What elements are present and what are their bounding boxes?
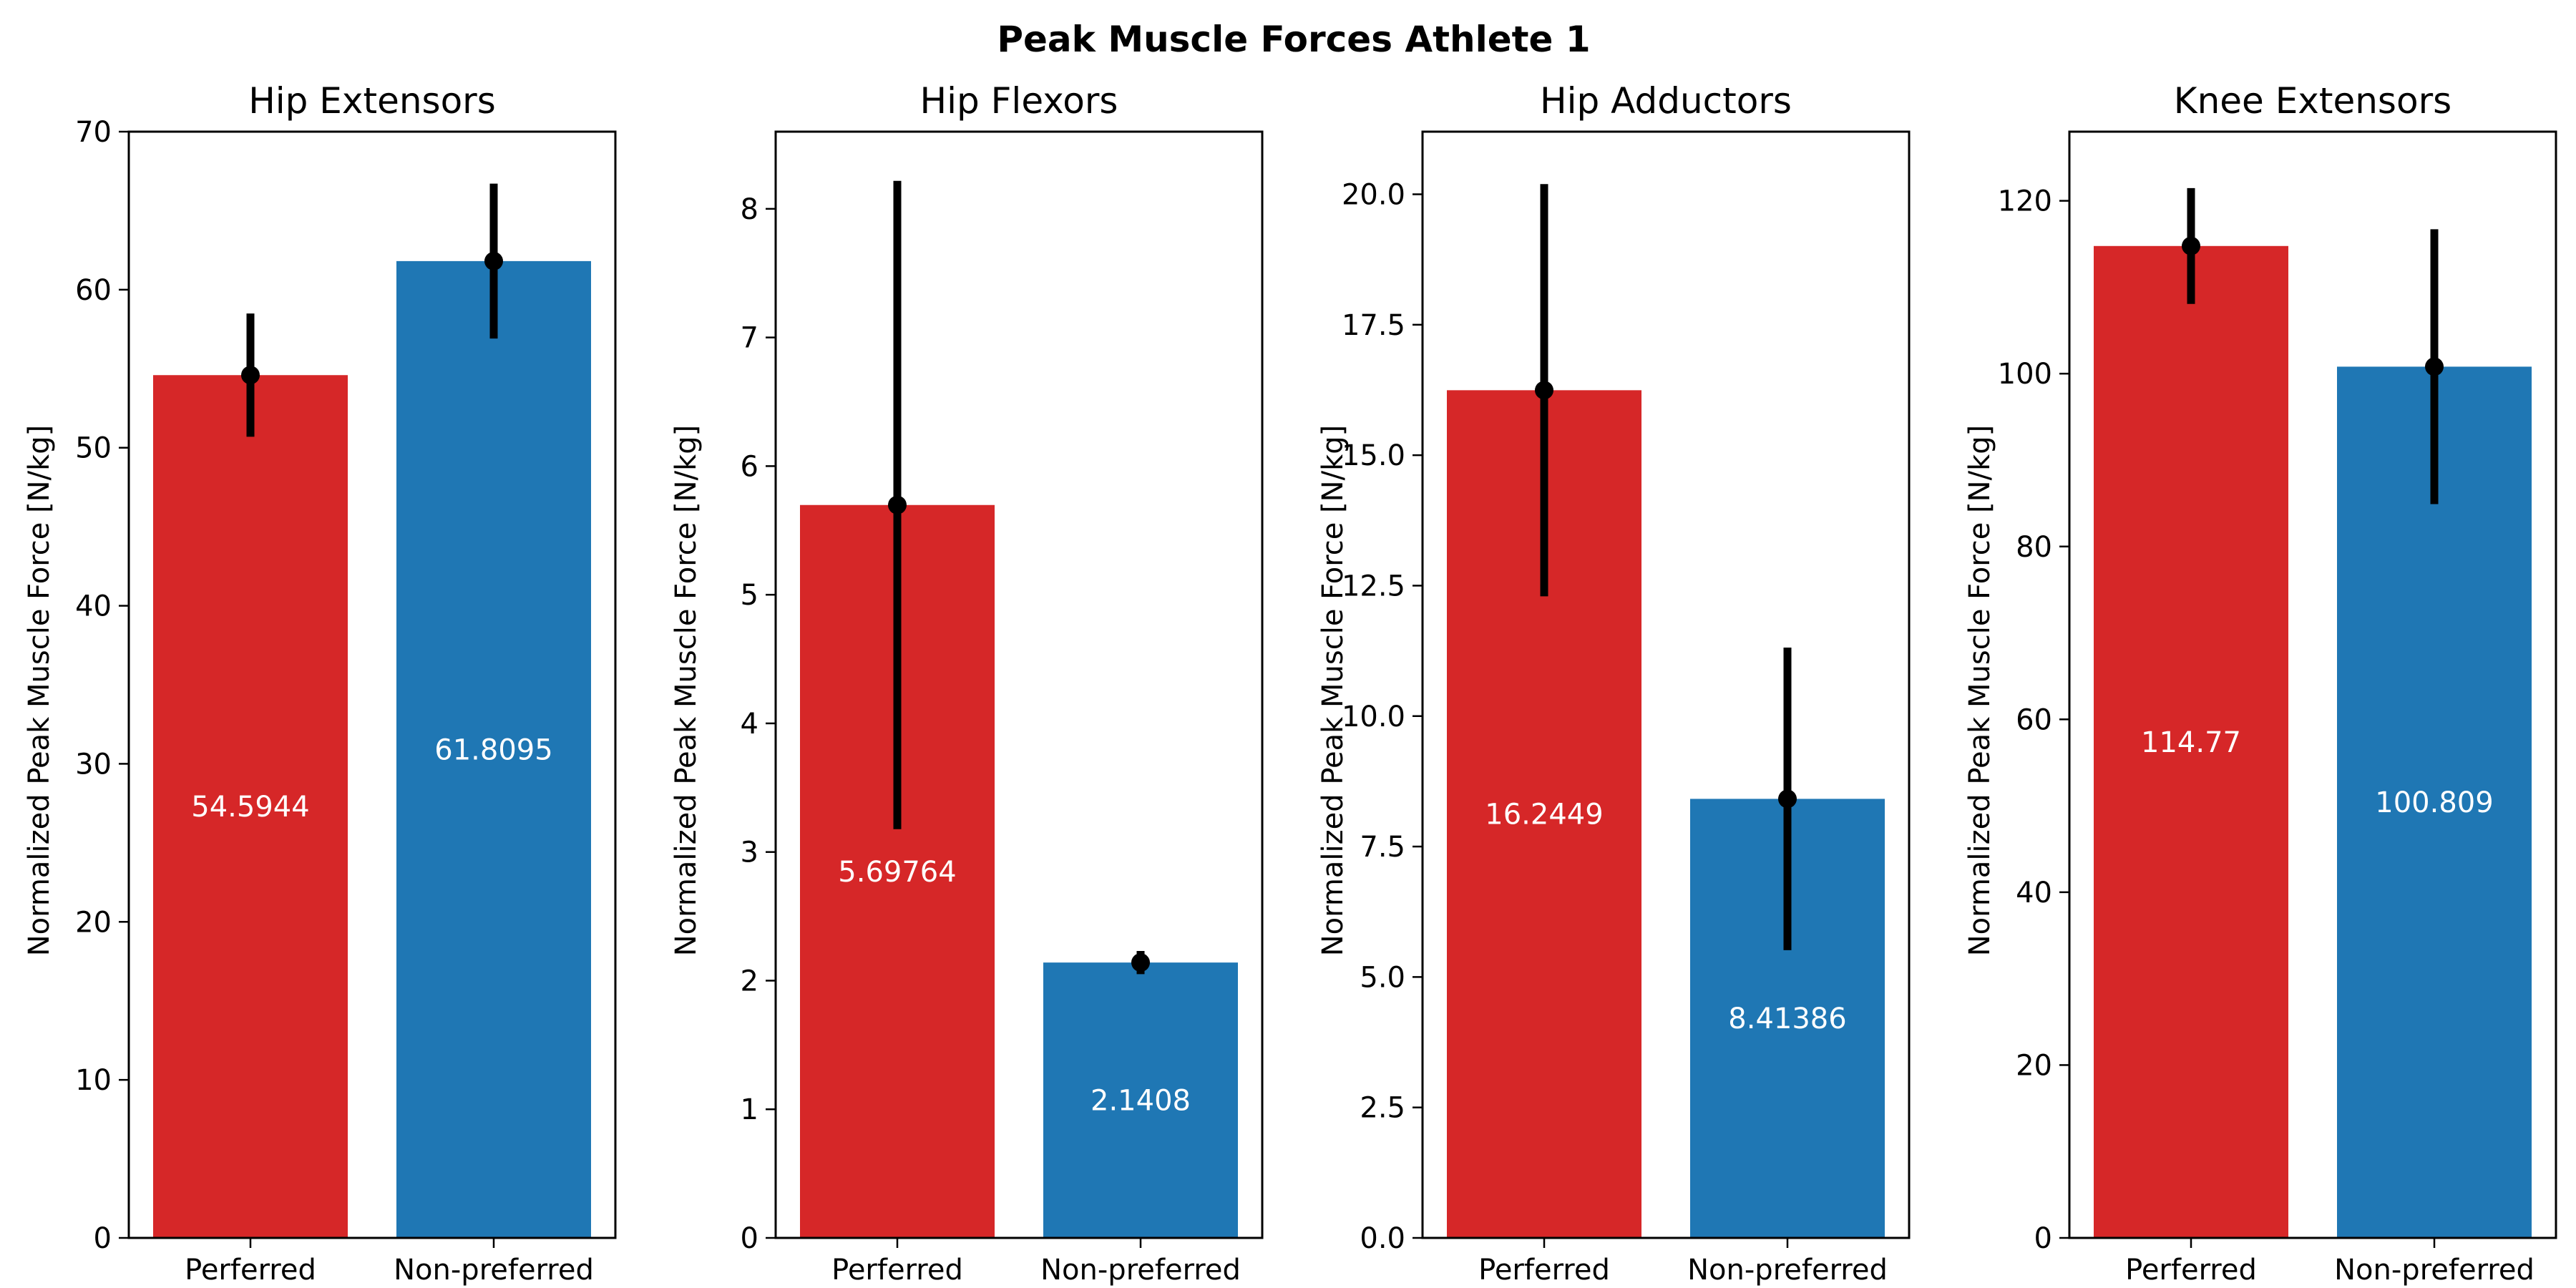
bar-non-preferred xyxy=(396,260,591,1238)
figure-title: Peak Muscle Forces Athlete 1 xyxy=(997,19,1590,60)
y-axis-label: Normalized Peak Muscle Force [N/kg] xyxy=(1963,425,1996,956)
y-tick-label: 40 xyxy=(2016,877,2052,909)
subplot-grid: Hip Extensors54.594461.80950102030405060… xyxy=(23,80,2557,1287)
bar-preferred xyxy=(2094,245,2288,1238)
bar-preferred xyxy=(153,375,348,1238)
bar-value-label: 2.1408 xyxy=(1091,1085,1191,1118)
y-axis-label: Normalized Peak Muscle Force [N/kg] xyxy=(670,425,703,956)
y-tick-label: 20 xyxy=(75,906,112,939)
mean-marker xyxy=(241,366,260,385)
bar-non-preferred xyxy=(1043,962,1238,1238)
subplot-title: Hip Extensors xyxy=(248,80,496,122)
y-axis-label: Normalized Peak Muscle Force [N/kg] xyxy=(1317,425,1350,956)
bar-value-label: 100.809 xyxy=(2375,786,2493,819)
y-tick-label: 5.0 xyxy=(1360,961,1405,994)
subplot-4: Knee Extensors 114.77 100.809 0 20 40 60 80 100 1… xyxy=(1963,80,2557,1287)
y-tick-label: 70 xyxy=(75,116,112,149)
y-tick-label: 12.5 xyxy=(1342,570,1405,602)
bar-value-label: 114.77 xyxy=(2141,726,2241,759)
axes-frame xyxy=(2068,130,2557,1239)
x-tick-label: Perferred xyxy=(831,1254,963,1287)
subplot-title: Knee Extensors xyxy=(2174,80,2451,122)
y-tick-label: 2.5 xyxy=(1360,1092,1405,1125)
mean-marker xyxy=(484,251,503,270)
y-tick-label: 8 xyxy=(741,193,758,226)
y-tick-label: 5 xyxy=(741,579,758,612)
y-tick-label: 60 xyxy=(75,274,112,307)
y-tick-label: 0 xyxy=(2034,1222,2052,1255)
x-tick-label: Perferred xyxy=(1478,1254,1610,1287)
y-tick-label: 20.0 xyxy=(1342,179,1405,212)
x-tick-label: Non-preferred xyxy=(1687,1254,1888,1287)
y-tick-label: 100 xyxy=(1998,358,2052,391)
subplot-3: Hip Adductors 16.2449 8.41386 0.0 2.5 5.0 7.5 1… xyxy=(1317,80,1911,1287)
mean-marker xyxy=(2425,357,2444,376)
y-tick-label: 0.0 xyxy=(1360,1222,1405,1255)
x-tick-label: Non-preferred xyxy=(2334,1254,2534,1287)
y-tick-label: 40 xyxy=(75,590,112,623)
bar-value-label: 8.41386 xyxy=(1728,1002,1846,1035)
y-tick-label: 60 xyxy=(2016,703,2052,736)
y-tick-label: 50 xyxy=(75,432,112,465)
y-tick-label: 80 xyxy=(2016,531,2052,564)
y-tick-label: 20 xyxy=(2016,1049,2052,1082)
subplot-1: Hip Extensors 54.5944 61.8095 0 10 20 30 40 50 60… xyxy=(23,80,617,1287)
x-tick-label: Perferred xyxy=(2125,1254,2257,1287)
subplot-title: Hip Flexors xyxy=(920,80,1118,122)
y-tick-label: 10 xyxy=(75,1064,112,1097)
y-tick-label: 15.0 xyxy=(1342,439,1405,472)
y-tick-label: 1 xyxy=(741,1093,758,1126)
x-tick-label: Non-preferred xyxy=(1040,1254,1241,1287)
y-tick-label: 0 xyxy=(741,1222,758,1255)
y-tick-label: 17.5 xyxy=(1342,309,1405,342)
y-tick-label: 7 xyxy=(741,322,758,355)
subplot-title: Hip Adductors xyxy=(1540,80,1792,122)
bar-value-label: 61.8095 xyxy=(434,733,552,766)
y-tick-label: 3 xyxy=(741,836,758,869)
axes-frame xyxy=(127,130,617,1239)
mean-marker xyxy=(2182,236,2200,255)
bar-non-preferred xyxy=(2337,366,2532,1239)
mean-marker xyxy=(1778,789,1797,809)
mean-marker xyxy=(1535,381,1553,400)
mean-marker xyxy=(1131,953,1150,972)
y-tick-label: 2 xyxy=(741,965,758,997)
bar-value-label: 16.2449 xyxy=(1485,799,1603,831)
y-tick-label: 10.0 xyxy=(1342,701,1405,733)
x-tick-label: Perferred xyxy=(185,1254,316,1287)
y-tick-label: 6 xyxy=(741,450,758,483)
mean-marker xyxy=(888,495,907,514)
subplot-2: Hip Flexors 5.69764 2.1408 0 1 2 3 4 5 6 7 8 Perferr… xyxy=(670,80,1264,1287)
axes-frame xyxy=(1421,130,1911,1239)
axes-frame xyxy=(774,130,1264,1239)
y-tick-label: 7.5 xyxy=(1360,831,1405,864)
y-tick-label: 0 xyxy=(94,1222,112,1255)
x-tick-label: Non-preferred xyxy=(394,1254,594,1287)
y-axis-label: Normalized Peak Muscle Force [N/kg] xyxy=(23,425,56,956)
bar-value-label: 54.5944 xyxy=(191,791,309,824)
y-tick-label: 30 xyxy=(75,748,112,781)
y-tick-label: 120 xyxy=(1998,185,2052,218)
y-tick-label: 4 xyxy=(741,708,758,741)
bar-value-label: 5.69764 xyxy=(838,856,956,889)
